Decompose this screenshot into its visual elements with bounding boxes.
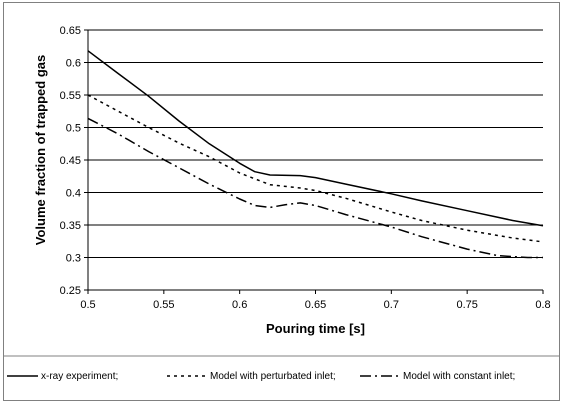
y-tick-label-6: 0.55 xyxy=(60,90,81,102)
y-tick-label-2: 0.35 xyxy=(60,220,81,232)
y-axis-title: Volume fraction of trapped gas xyxy=(33,55,48,245)
x-tick-label-6: 0.8 xyxy=(535,299,550,311)
y-tick-label-4: 0.45 xyxy=(60,155,81,167)
series-line-2 xyxy=(87,117,543,259)
x-tick-label-2: 0.6 xyxy=(232,299,247,311)
legend-label-0: x-ray experiment; xyxy=(41,371,118,382)
legend-label-1: Model with perturbated inlet; xyxy=(210,371,336,382)
x-tick-label-3: 0.65 xyxy=(305,299,326,311)
y-tick-label-8: 0.65 xyxy=(60,25,81,37)
x-tick-label-5: 0.75 xyxy=(456,299,477,311)
chart-frame xyxy=(3,2,560,401)
y-tick-label-1: 0.3 xyxy=(66,253,81,265)
y-tick-label-3: 0.4 xyxy=(66,188,81,200)
x-tick-label-1: 0.55 xyxy=(153,299,174,311)
legend-label-2: Model with constant inlet; xyxy=(403,371,515,382)
x-tick-label-0: 0.5 xyxy=(80,299,95,311)
y-tick-label-5: 0.5 xyxy=(66,123,81,135)
series-line-0 xyxy=(87,50,544,227)
x-axis-title: Pouring time [s] xyxy=(266,321,365,336)
y-tick-label-7: 0.6 xyxy=(66,58,81,70)
y-tick-label-0: 0.25 xyxy=(60,285,81,297)
x-tick-label-4: 0.7 xyxy=(384,299,399,311)
series-line-1 xyxy=(87,94,544,243)
